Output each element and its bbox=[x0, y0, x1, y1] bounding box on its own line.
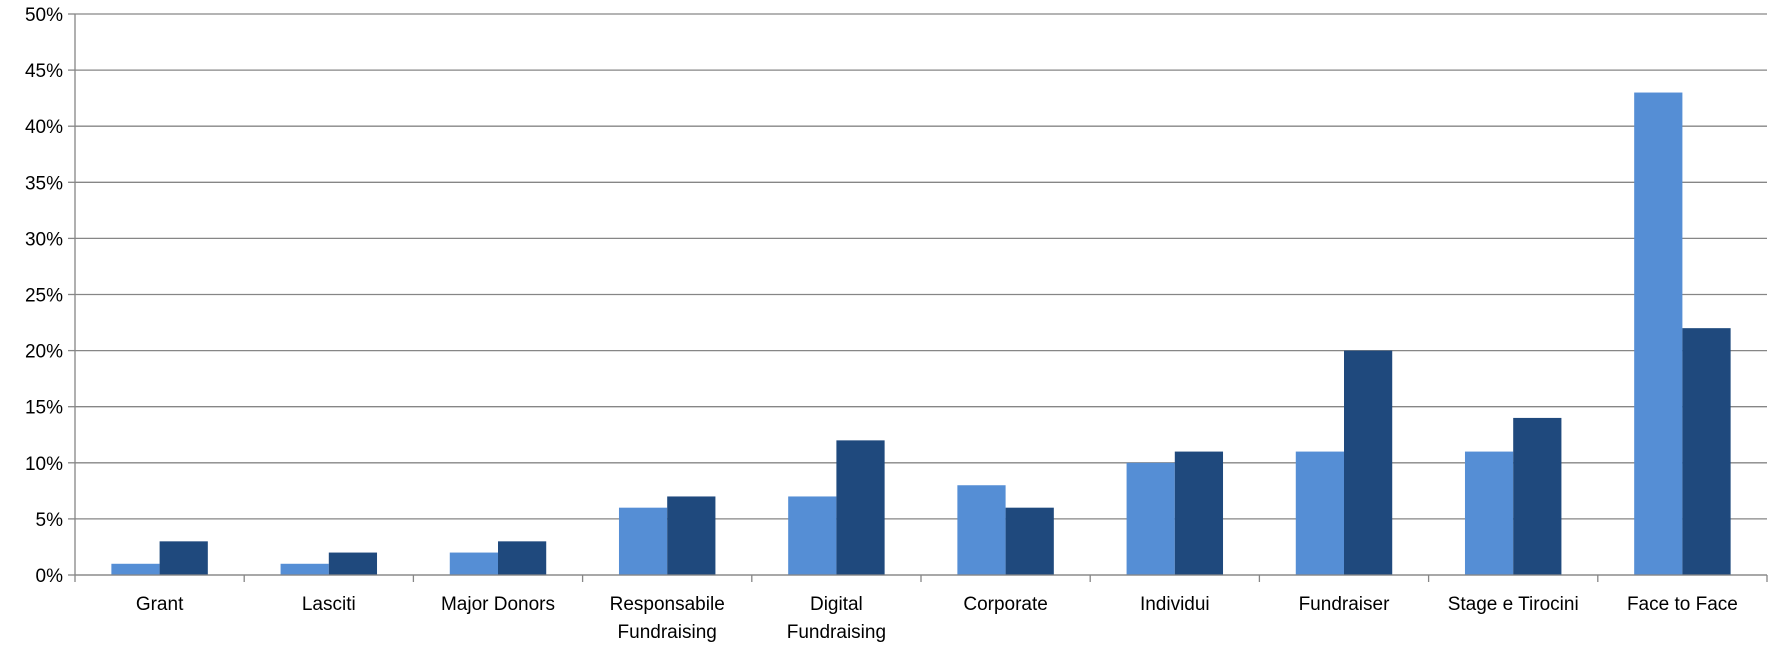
bar bbox=[618, 507, 668, 575]
bar bbox=[328, 552, 378, 575]
y-tick-label: 15% bbox=[25, 398, 63, 419]
category-label: Lasciti bbox=[302, 594, 356, 615]
category-label: Corporate bbox=[963, 594, 1048, 615]
category-label: Responsabile bbox=[610, 594, 725, 615]
bar bbox=[1005, 507, 1054, 575]
bar bbox=[1682, 328, 1731, 575]
category-label: Fundraising bbox=[618, 622, 717, 643]
y-tick-label: 10% bbox=[25, 454, 63, 475]
y-tick-label: 45% bbox=[25, 61, 63, 82]
y-tick-label: 30% bbox=[25, 229, 63, 250]
category-label: Stage e Tirocini bbox=[1448, 594, 1579, 615]
category-label: Fundraising bbox=[787, 622, 886, 643]
y-tick-label: 20% bbox=[25, 342, 63, 363]
y-tick-label: 5% bbox=[36, 510, 64, 531]
bar bbox=[667, 496, 716, 575]
bar bbox=[449, 552, 498, 575]
y-tick-label: 0% bbox=[36, 566, 64, 587]
bar bbox=[498, 541, 547, 575]
bar bbox=[111, 563, 160, 575]
y-tick-label: 40% bbox=[25, 117, 63, 138]
bar bbox=[1126, 462, 1175, 575]
category-label: Individui bbox=[1140, 594, 1210, 615]
bar bbox=[1513, 417, 1562, 575]
bar bbox=[836, 440, 885, 575]
bar bbox=[1344, 350, 1393, 575]
category-label: Grant bbox=[136, 594, 184, 615]
category-label: Fundraiser bbox=[1299, 594, 1390, 615]
bar bbox=[1634, 92, 1683, 575]
y-tick-label: 50% bbox=[25, 5, 63, 26]
bar bbox=[1464, 451, 1514, 575]
bar bbox=[957, 485, 1006, 575]
y-tick-label: 25% bbox=[25, 286, 63, 307]
bar bbox=[1295, 451, 1344, 575]
y-tick-label: 35% bbox=[25, 173, 63, 194]
category-label: Major Donors bbox=[441, 594, 555, 615]
category-label: Face to Face bbox=[1627, 594, 1738, 615]
bar bbox=[159, 541, 208, 575]
bar bbox=[788, 496, 837, 575]
bar bbox=[1174, 451, 1224, 575]
bar bbox=[280, 563, 329, 575]
category-label: Digital bbox=[810, 594, 863, 615]
